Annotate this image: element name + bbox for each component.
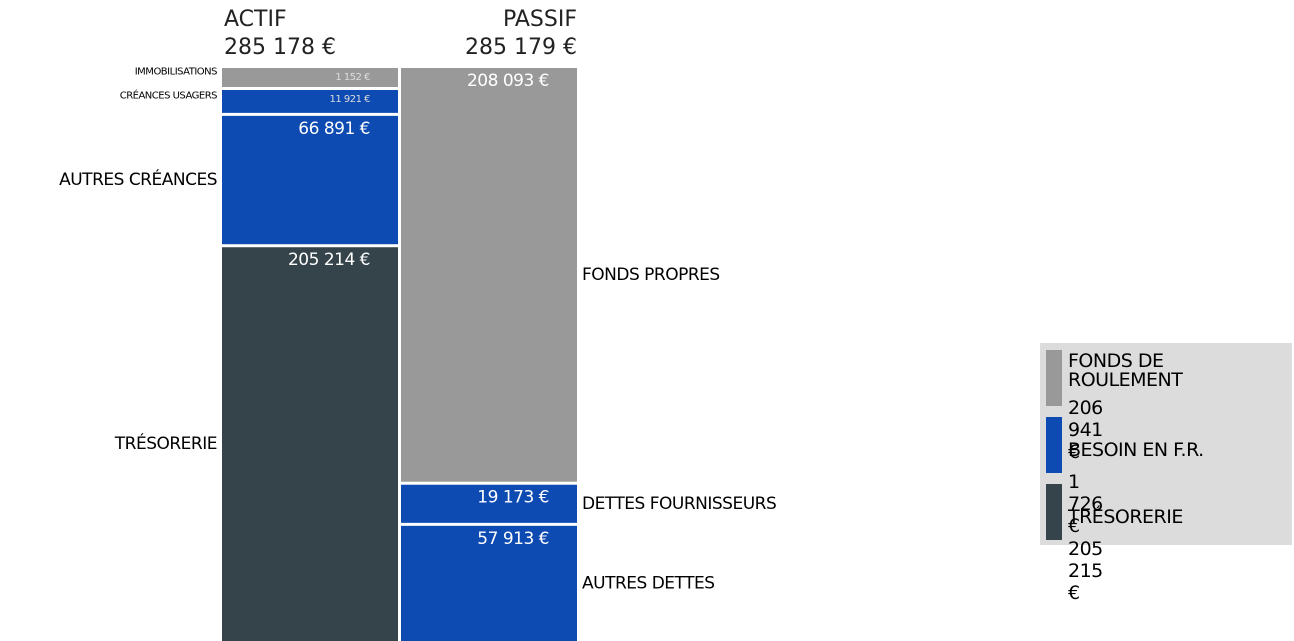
column-total: 285 178 € (224, 35, 336, 60)
legend-value: 206 941 € (1068, 397, 1103, 463)
segment-name: DETTES FOURNISSEURS (582, 494, 776, 514)
segment (401, 68, 577, 482)
segment-value: 1 152 € (335, 72, 370, 83)
legend-name: TRÉSORERIE (1068, 506, 1183, 528)
segment (222, 115, 398, 245)
segment (401, 484, 577, 523)
segment (222, 247, 398, 641)
chart: ACTIF 285 178 € 1 152 € IMMOBILISATIONS 11 9… (59, 7, 777, 641)
column-total: 285 179 € (465, 35, 577, 60)
segment (222, 68, 398, 87)
legend-name: FONDS DE ROULEMENT (1068, 350, 1183, 391)
segment-name: FONDS PROPRES (582, 265, 720, 285)
column-title: PASSIF (503, 7, 577, 32)
segment-value: 57 913 € (477, 529, 549, 549)
segment-name: AUTRES CRÉANCES (59, 168, 217, 190)
segment-value: 11 921 € (329, 94, 370, 105)
segment (222, 90, 398, 113)
segment-name: AUTRES DETTES (582, 573, 715, 593)
legend-swatch (1046, 484, 1062, 540)
legend-value: 205 215 € (1068, 538, 1103, 604)
legend: FONDS DE ROULEMENT 206 941 € BESOIN EN F.R… (1040, 343, 1292, 604)
segment-value: 19 173 € (477, 488, 549, 508)
segment-name: IMMOBILISATIONS (135, 67, 217, 78)
segment-value: 66 891 € (298, 119, 370, 139)
segment-name: CRÉANCES USAGERS (120, 88, 217, 101)
column-title: ACTIF (224, 7, 287, 32)
segment-value: 205 214 € (288, 250, 370, 270)
segment (401, 525, 577, 641)
segment-name: TRÉSORERIE (114, 432, 217, 454)
legend-value: 1 726 € (1068, 471, 1103, 537)
legend-name: BESOIN EN F.R. (1068, 439, 1204, 461)
segment-value: 208 093 € (467, 71, 549, 91)
legend-swatch (1046, 350, 1062, 406)
legend-swatch (1046, 417, 1062, 473)
